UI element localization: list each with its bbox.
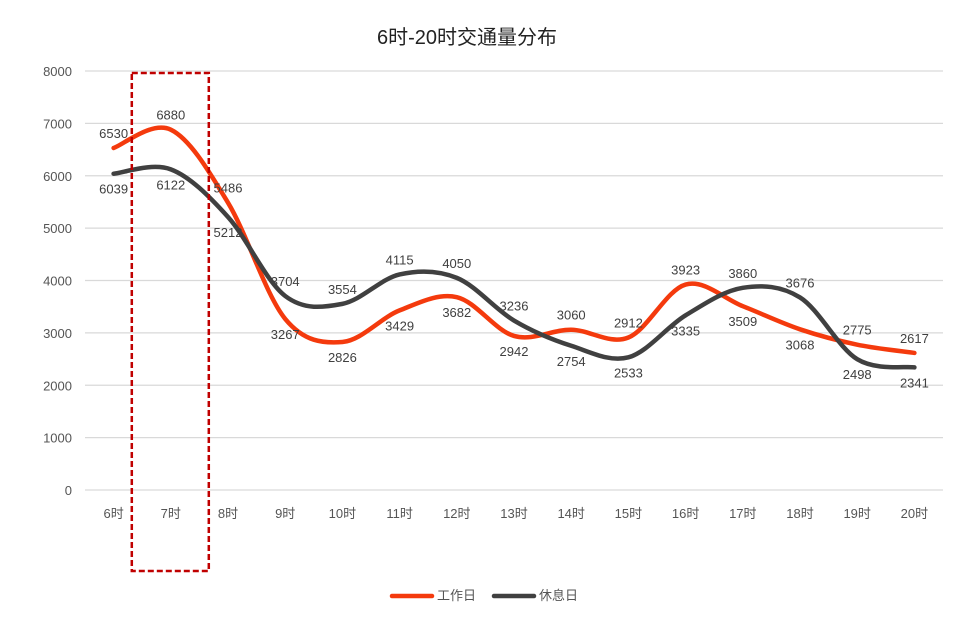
y-tick-label: 4000 — [43, 274, 72, 289]
data-label: 5486 — [214, 181, 243, 196]
x-tick-label: 6时 — [103, 506, 123, 521]
x-tick-label: 16时 — [672, 506, 699, 521]
data-label: 2942 — [500, 344, 529, 359]
x-tick-label: 10时 — [329, 506, 356, 521]
data-label: 3704 — [271, 274, 300, 289]
legend-label: 休息日 — [539, 588, 578, 603]
x-tick-label: 11时 — [386, 506, 413, 521]
data-label: 3509 — [728, 314, 757, 329]
data-label: 3236 — [500, 299, 529, 314]
x-tick-label: 20时 — [901, 506, 928, 521]
data-label: 6122 — [156, 177, 185, 192]
series-line-workday — [111, 125, 917, 356]
x-tick-label: 7时 — [161, 506, 181, 521]
data-label: 3682 — [442, 305, 471, 320]
data-label: 3335 — [671, 323, 700, 338]
data-label: 2498 — [843, 367, 872, 382]
data-label: 6880 — [156, 108, 185, 123]
data-label: 4050 — [442, 256, 471, 271]
y-tick-label: 1000 — [43, 431, 72, 446]
x-tick-label: 12时 — [443, 506, 470, 521]
data-label: 5212 — [214, 225, 243, 240]
x-tick-label: 19时 — [843, 506, 870, 521]
legend-label: 工作日 — [437, 588, 476, 603]
data-label: 3923 — [671, 263, 700, 278]
data-label: 6530 — [99, 126, 128, 141]
y-tick-label: 8000 — [43, 64, 72, 79]
data-label: 2754 — [557, 354, 586, 369]
data-label: 3060 — [557, 308, 586, 323]
y-tick-label: 3000 — [43, 326, 72, 341]
data-label: 3068 — [786, 337, 815, 352]
data-label: 2912 — [614, 315, 643, 330]
x-tick-label: 15时 — [615, 506, 642, 521]
x-tick-label: 18时 — [786, 506, 813, 521]
y-tick-label: 2000 — [43, 378, 72, 393]
data-label: 2533 — [614, 365, 643, 380]
chart-title: 6时-20时交通量分布 — [377, 26, 557, 49]
data-label: 2826 — [328, 350, 357, 365]
data-label: 2775 — [843, 323, 872, 338]
y-tick-label: 7000 — [43, 116, 72, 131]
data-label: 3267 — [271, 327, 300, 342]
y-tick-label: 6000 — [43, 169, 72, 184]
x-tick-label: 14时 — [557, 506, 584, 521]
data-label: 2617 — [900, 331, 929, 346]
y-tick-label: 0 — [65, 483, 72, 498]
data-label: 6039 — [99, 182, 128, 197]
data-label: 3429 — [385, 318, 414, 333]
x-tick-label: 13时 — [500, 506, 527, 521]
data-label: 3554 — [328, 282, 357, 297]
series-line-rest-day — [111, 164, 917, 370]
data-label: 3860 — [728, 266, 757, 281]
x-tick-label: 17时 — [729, 506, 756, 521]
x-tick-label: 9时 — [275, 506, 295, 521]
data-label: 3676 — [786, 275, 815, 290]
y-tick-label: 5000 — [43, 221, 72, 236]
highlight-box — [130, 71, 211, 573]
data-label: 4115 — [386, 252, 414, 267]
data-label: 2341 — [900, 375, 929, 390]
x-tick-label: 8时 — [218, 506, 238, 521]
